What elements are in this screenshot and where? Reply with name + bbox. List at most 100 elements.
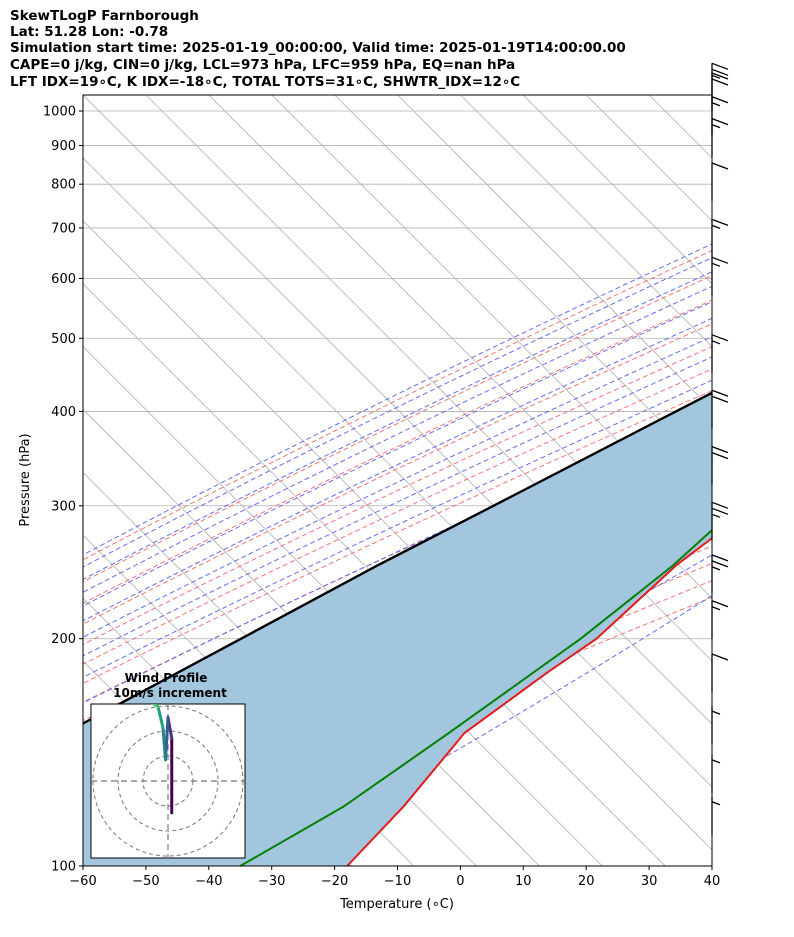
y-tick-label: 300 xyxy=(51,499,76,514)
y-tick-label: 700 xyxy=(51,221,76,236)
barb-full-flag xyxy=(711,395,729,403)
dry-adiabat xyxy=(83,250,712,561)
x-tick-label: −20 xyxy=(321,874,348,889)
barb-half-flag xyxy=(711,606,721,611)
y-tick-label: 1000 xyxy=(43,104,76,119)
barb-full-flag xyxy=(711,218,729,226)
x-tick-label: 10 xyxy=(515,874,532,889)
inset-title: Wind Profile xyxy=(125,671,208,685)
hodograph xyxy=(91,704,245,858)
barb-half-flag xyxy=(711,262,721,267)
dry-adiabat xyxy=(83,368,712,665)
wind-barbs xyxy=(711,62,729,835)
wind-barb xyxy=(711,754,721,793)
y-tick-label: 600 xyxy=(51,272,76,287)
wind-barb xyxy=(711,446,729,485)
barb-half-flag xyxy=(711,513,721,518)
barb-half-flag xyxy=(711,759,721,764)
y-tick-label: 900 xyxy=(51,139,76,154)
x-tick-label: 0 xyxy=(456,874,464,889)
x-tick-label: −60 xyxy=(69,874,96,889)
isotherm xyxy=(334,95,712,473)
location-line: Lat: 51.28 Lon: -0.78 xyxy=(10,24,169,40)
isotherm xyxy=(83,95,712,725)
isotherm xyxy=(523,95,712,285)
isotherm xyxy=(145,95,712,662)
y-tick-label: 800 xyxy=(51,178,76,193)
moist-adiabat xyxy=(83,406,712,704)
barb-full-flag xyxy=(711,334,729,342)
barb-full-flag xyxy=(711,68,729,76)
dry-adiabat xyxy=(83,346,712,645)
barb-half-flag xyxy=(711,124,721,129)
barb-full-flag xyxy=(711,78,729,86)
isotherm xyxy=(460,95,712,348)
wind-barb xyxy=(711,334,729,373)
wind-barb xyxy=(711,706,721,745)
wind-barb xyxy=(711,796,721,835)
moist-adiabat xyxy=(83,285,712,593)
isotherm xyxy=(397,95,712,411)
barb-full-flag xyxy=(711,389,729,397)
barb-full-flag xyxy=(711,72,729,80)
barb-full-flag xyxy=(711,653,729,661)
x-tick-label: 30 xyxy=(641,874,658,889)
hodograph-segment xyxy=(151,704,160,709)
barb-full-flag xyxy=(711,452,729,460)
wind-barb xyxy=(711,162,729,201)
x-tick-label: 40 xyxy=(704,874,721,889)
barb-half-flag xyxy=(711,102,721,107)
x-tick-label: −50 xyxy=(132,874,159,889)
barb-half-flag xyxy=(711,224,721,229)
inset-subtitle: 10m/s increment xyxy=(113,686,227,700)
dry-adiabat xyxy=(83,299,712,604)
moist-adiabat xyxy=(83,271,712,580)
time-line: Simulation start time: 2025-01-19_00:00:… xyxy=(10,40,626,56)
barb-full-flag xyxy=(711,256,729,264)
y-tick-label: 500 xyxy=(51,332,76,347)
isotherm xyxy=(83,283,666,866)
y-tick-label: 400 xyxy=(51,405,76,420)
barb-half-flag xyxy=(711,710,721,715)
barb-full-flag xyxy=(711,507,729,515)
wind-barb xyxy=(711,389,729,429)
hodograph-segment xyxy=(156,705,165,730)
moist-adiabat xyxy=(83,317,712,622)
wind-barb xyxy=(711,256,729,296)
isotherm xyxy=(711,95,712,96)
wind-barb xyxy=(711,218,729,258)
cape-line: CAPE=0 j/kg, CIN=0 j/kg, LCL=973 hPa, LF… xyxy=(10,57,516,73)
mixing-ratio-line xyxy=(757,95,794,279)
barb-full-flag xyxy=(711,554,729,562)
barb-half-flag xyxy=(711,566,721,571)
x-tick-label: −10 xyxy=(384,874,411,889)
y-tick-label: 200 xyxy=(51,632,76,647)
barb-full-flag xyxy=(711,96,729,104)
barb-full-flag xyxy=(711,501,729,509)
barb-half-flag xyxy=(711,340,721,345)
barb-full-flag xyxy=(711,162,729,170)
wind-profile-inset: Wind Profile 10m/s increment xyxy=(90,671,246,859)
wind-barb xyxy=(711,501,729,541)
dry-adiabat xyxy=(83,275,712,583)
chart-title: SkewTLogP Farnborough xyxy=(10,8,199,24)
hodograph-ring xyxy=(117,730,219,832)
wind-barb xyxy=(711,600,729,639)
indices-line: LFT IDX=19∘C, K IDX=-18∘C, TOTAL TOTS=31… xyxy=(10,74,521,90)
hodograph-segment xyxy=(161,726,167,762)
barb-half-flag xyxy=(711,801,721,806)
isotherm xyxy=(83,157,712,788)
dewpoint-line xyxy=(239,528,712,866)
wind-barb xyxy=(711,554,729,593)
barb-full-flag xyxy=(711,600,729,608)
barb-full-flag xyxy=(711,118,729,126)
dry-adiabat xyxy=(83,323,712,625)
barb-full-flag xyxy=(711,62,729,70)
x-tick-label: −30 xyxy=(258,874,285,889)
y-tick-label: 100 xyxy=(51,860,76,875)
barb-half-flag xyxy=(711,74,721,79)
wind-barb xyxy=(711,653,729,693)
x-tick-label: 20 xyxy=(578,874,595,889)
y-axis-label: Pressure (hPa) xyxy=(18,433,33,526)
